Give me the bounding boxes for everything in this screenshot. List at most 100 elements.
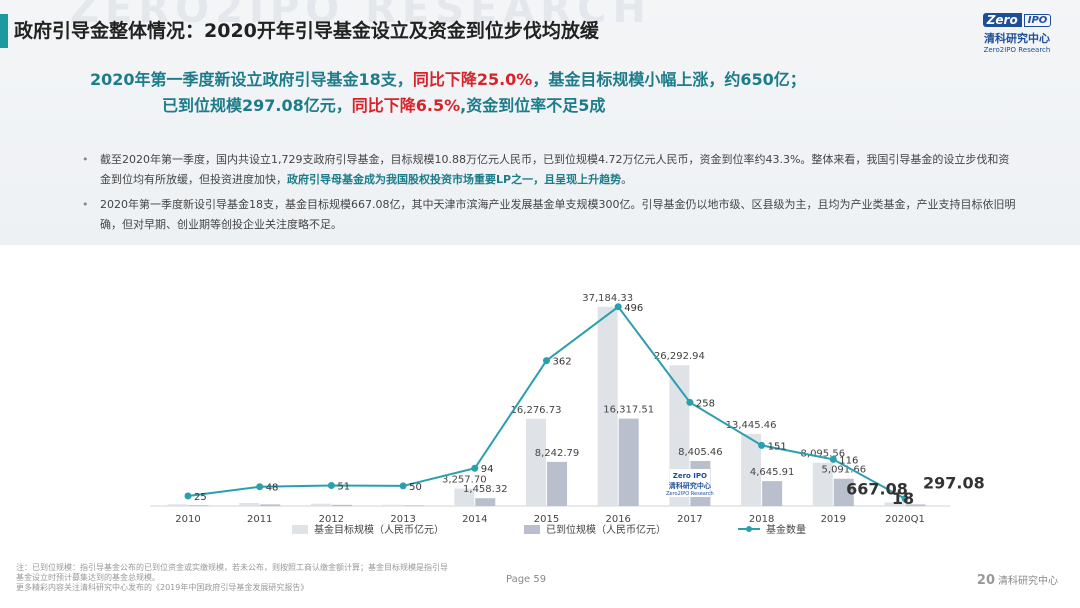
page-title: 政府引导金整体情况：2020开年引导基金设立及资金到位步伐均放缓 bbox=[14, 20, 599, 42]
bar-target bbox=[812, 462, 833, 506]
line-point bbox=[614, 303, 622, 311]
logo-mark: Zero IPO bbox=[982, 12, 1052, 28]
headline-line-2: 已到位规模297.08亿元，同比下降6.5%,资金到位率不足5成 bbox=[162, 92, 1080, 116]
bar-target bbox=[597, 306, 618, 506]
bullet-highlight: 政府引导母基金成为我国股权投资市场重要LP之一，且呈现上升趋势 bbox=[287, 173, 622, 186]
label-count: 48 bbox=[266, 483, 279, 494]
bar-target bbox=[741, 433, 762, 506]
label-count: 51 bbox=[337, 482, 350, 493]
legend-label-count: 基金数量 bbox=[766, 523, 806, 536]
footnote-line: 基金设立时预计募集达到的基金总规模。 bbox=[16, 573, 160, 582]
legend-swatch-paid bbox=[524, 525, 540, 534]
label-count: 94 bbox=[481, 464, 494, 475]
x-tick-label: 2016 bbox=[605, 514, 630, 525]
bar-target bbox=[167, 504, 188, 506]
bar-target bbox=[310, 503, 331, 506]
inline-logo-cn: 清科研究中心 bbox=[669, 481, 711, 490]
line-point bbox=[543, 357, 550, 365]
label-count-emph: 18 bbox=[892, 489, 914, 508]
logo-mark-left: Zero bbox=[982, 13, 1022, 27]
label-paid: 1,458.32 bbox=[463, 484, 508, 495]
logo-mark-right: IPO bbox=[1023, 13, 1052, 27]
line-point bbox=[327, 482, 335, 490]
label-count: 50 bbox=[409, 482, 422, 493]
headline-2c: ,资金到位率不足5成 bbox=[460, 96, 606, 115]
line-point bbox=[184, 492, 192, 500]
corner-logo: 20 清科研究中心 bbox=[977, 572, 1058, 588]
legend-swatch-count-dot bbox=[746, 526, 752, 532]
headline-2b: 同比下降6.5% bbox=[351, 96, 461, 115]
label-count: 25 bbox=[194, 492, 207, 503]
bar-paid bbox=[833, 478, 854, 506]
label-paid: 8,242.79 bbox=[535, 448, 580, 459]
x-tick-label: 2019 bbox=[821, 514, 846, 525]
bullet-item: 截至2020年第一季度，国内共设立1,729支政府引导基金，目标规模10.88万… bbox=[82, 150, 1017, 190]
label-paid-emph: 297.08 bbox=[923, 473, 985, 492]
line-point bbox=[686, 398, 694, 406]
bar-target bbox=[382, 504, 403, 506]
label-paid: 8,405.46 bbox=[678, 447, 723, 458]
headline-1b: 同比下降25.0% bbox=[412, 70, 533, 89]
bar-paid bbox=[260, 504, 281, 506]
x-tick-label: 2015 bbox=[534, 514, 559, 525]
fund-chart: 2010 2011 2012 2013 2014 2015 2016 2017 2018 2019… bbox=[150, 293, 985, 536]
x-tick-label: 2011 bbox=[247, 514, 272, 525]
corner-logo-text: 清科研究中心 bbox=[998, 576, 1058, 587]
line-fund-count bbox=[187, 305, 906, 500]
label-target: 3,257.70 bbox=[442, 475, 487, 486]
legend-label-paid: 已到位规模（人民币亿元） bbox=[546, 523, 666, 536]
label-target: 13,445.46 bbox=[726, 420, 777, 431]
legend-label-target: 基金目标规模（人民币亿元） bbox=[314, 523, 444, 536]
bullet-text: 2020年第一季度新设引导基金18支，基金目标规模667.08亿，其中天津市滨海… bbox=[100, 198, 1016, 231]
bullet-text: 截至2020年第一季度，国内共设立1,729支政府引导基金，目标规模10.88万… bbox=[100, 153, 1010, 186]
inline-logo-bg bbox=[669, 469, 710, 497]
label-paid: 16,317.51 bbox=[603, 405, 654, 416]
line-point bbox=[256, 483, 264, 491]
bar-paid bbox=[403, 505, 424, 506]
footnote: 注：已到位规模：指引导基金公布的已到位资金或实缴规模，若未公布，则按照工商认缴金… bbox=[16, 563, 516, 593]
label-count: 496 bbox=[624, 303, 643, 314]
brand-logo: Zero IPO 清科研究中心 Zero2IPO Research bbox=[982, 12, 1052, 56]
label-paid: 5,091.66 bbox=[822, 465, 867, 476]
label-count: 258 bbox=[696, 398, 715, 409]
inline-logo-mark: Zero IPO bbox=[673, 472, 707, 480]
bullet-list: 截至2020年第一季度，国内共设立1,729支政府引导基金，目标规模10.88万… bbox=[82, 150, 1017, 240]
label-target: 37,184.33 bbox=[582, 293, 633, 304]
x-tick-label: 2017 bbox=[677, 514, 702, 525]
bar-target bbox=[526, 418, 546, 506]
bar-paid bbox=[762, 481, 783, 506]
line-point bbox=[829, 455, 837, 463]
headline-line-1: 2020年第一季度新设立政府引导基金18支，同比下降25.0%，基金目标规模小幅… bbox=[90, 66, 1080, 90]
label-count: 151 bbox=[768, 441, 787, 452]
bar-paid bbox=[618, 418, 639, 506]
x-tick-label: 2014 bbox=[462, 514, 487, 525]
page-number: Page 59 bbox=[506, 574, 547, 585]
bar-paid bbox=[188, 505, 209, 506]
x-tick-label: 2018 bbox=[749, 514, 774, 525]
headline-2a: 已到位规模297.08亿元， bbox=[162, 96, 352, 115]
line-point bbox=[758, 441, 766, 449]
title-accent-bar bbox=[0, 14, 8, 48]
bar-paid bbox=[905, 504, 926, 506]
x-tick-label: 2012 bbox=[319, 514, 344, 525]
footnote-line: 注：已到位规模：指引导基金公布的已到位资金或实缴规模，若未公布，则按照工商认缴金… bbox=[16, 563, 448, 572]
footnote-line: 更多精彩内容关注清科研究中心发布的《2019年中国政府引导基金发展研究报告》 bbox=[16, 583, 309, 592]
label-target-emph: 667.08 bbox=[846, 479, 908, 498]
headline-1a: 2020年第一季度新设立政府引导基金18支， bbox=[90, 70, 413, 89]
line-point bbox=[399, 482, 407, 490]
logo-cn: 清科研究中心 bbox=[984, 32, 1050, 45]
label-target: 8,095.56 bbox=[801, 449, 846, 460]
headline-1c: ，基金目标规模小幅上涨，约650亿； bbox=[532, 70, 806, 89]
label-count: 362 bbox=[553, 357, 572, 368]
bar-paid bbox=[331, 504, 352, 506]
watermark: ZERO2IPO RESEARCH bbox=[70, 0, 652, 32]
bar-target bbox=[884, 502, 905, 506]
bar-target bbox=[239, 503, 260, 506]
bar-target bbox=[454, 488, 475, 506]
x-tick-label: 2013 bbox=[390, 514, 415, 525]
legend-swatch-target bbox=[292, 525, 308, 534]
x-tick-label: 2010 bbox=[175, 514, 200, 525]
label-target: 16,276.73 bbox=[511, 405, 562, 416]
label-count: 116 bbox=[839, 455, 858, 466]
label-paid: 4,645.91 bbox=[750, 467, 795, 478]
